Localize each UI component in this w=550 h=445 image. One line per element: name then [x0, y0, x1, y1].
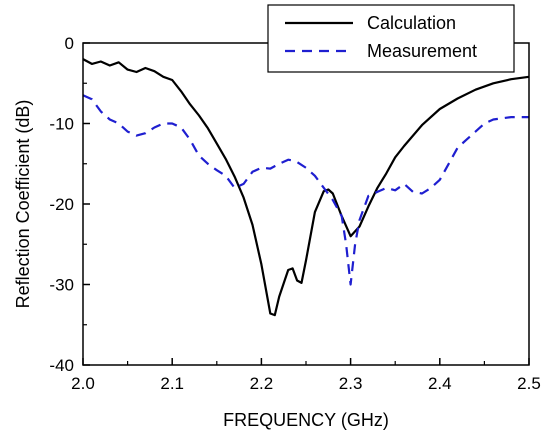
legend-box: [267, 4, 515, 73]
y-tick-label: 0: [65, 34, 74, 53]
y-tick-label: -40: [49, 356, 74, 375]
y-axis: 0 -10 -20 -30 -40: [49, 34, 90, 375]
legend-label-calculation: Calculation: [367, 13, 456, 33]
x-tick-label: 2.2: [250, 374, 274, 393]
x-axis-title: FREQUENCY (GHz): [223, 410, 389, 430]
legend-label-measurement: Measurement: [367, 41, 477, 61]
y-tick-label: -30: [49, 276, 74, 295]
x-axis: 2.0 2.1 2.2 2.3 2.4 2.5: [71, 358, 541, 393]
plot-frame: [82, 42, 530, 366]
y-tick-label: -10: [49, 115, 74, 134]
x-tick-label: 2.3: [339, 374, 363, 393]
legend: Calculation Measurement: [267, 4, 515, 73]
y-axis-title: Reflection Coefficient (dB): [13, 100, 33, 309]
series-line-measurement: [82, 94, 529, 286]
y-tick-label: -20: [49, 195, 74, 214]
plot-lines: [82, 58, 530, 317]
x-tick-label: 2.0: [71, 374, 95, 393]
x-tick-label: 2.4: [428, 374, 452, 393]
series-line-calculation: [82, 58, 530, 317]
x-tick-label: 2.5: [517, 374, 541, 393]
x-tick-label: 2.1: [160, 374, 184, 393]
